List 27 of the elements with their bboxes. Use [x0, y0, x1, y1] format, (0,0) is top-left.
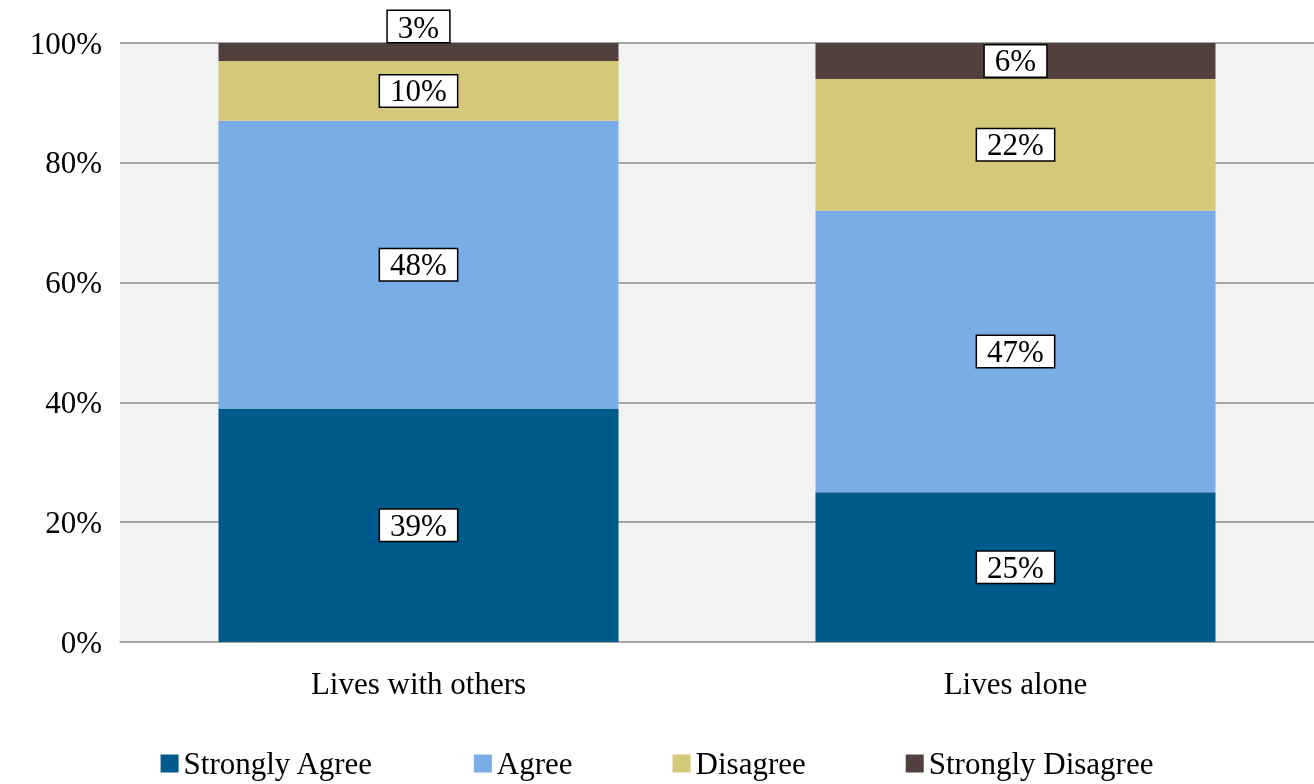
- bar: [218, 60, 619, 121]
- y-tick-label: 40%: [45, 384, 102, 420]
- data-label: 22%: [987, 127, 1044, 163]
- bar: [815, 492, 1216, 642]
- y-tick-label: 0%: [60, 624, 102, 660]
- data-label: 3%: [397, 10, 440, 45]
- data-label: 39%: [390, 507, 447, 543]
- data-label: 48%: [390, 247, 447, 283]
- bar: [218, 408, 619, 642]
- legend-label: Agree: [496, 746, 573, 781]
- bar: [815, 78, 1216, 211]
- legend-label: Strongly Agree: [183, 746, 373, 781]
- y-tick-label: 80%: [45, 145, 102, 181]
- y-tick-label: 60%: [45, 265, 102, 301]
- y-tick-label: 100%: [29, 25, 102, 61]
- legend-label: Strongly Disagree: [928, 746, 1154, 781]
- data-label: 6%: [994, 43, 1037, 79]
- bar: [218, 43, 619, 61]
- bar: [218, 120, 619, 409]
- data-label: 47%: [987, 333, 1044, 369]
- x-tick-label: Lives alone: [943, 666, 1088, 701]
- x-tick-label: Lives with others: [310, 666, 527, 701]
- data-label: 25%: [987, 549, 1044, 585]
- data-label: 10%: [390, 73, 447, 109]
- legend-label: Disagree: [695, 746, 806, 781]
- y-tick-label: 20%: [45, 504, 102, 540]
- bar: [815, 210, 1216, 493]
